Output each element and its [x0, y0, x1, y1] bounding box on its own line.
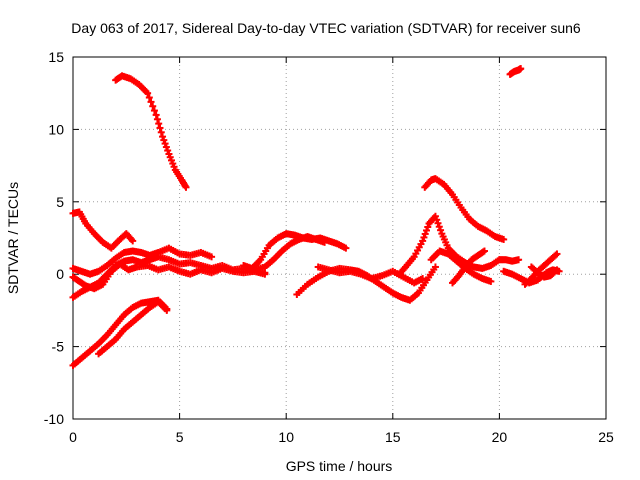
data-point — [129, 237, 137, 245]
series-track-3 — [69, 208, 137, 252]
data-point — [419, 275, 427, 283]
data-points — [69, 65, 563, 369]
series-track-10 — [250, 233, 329, 274]
data-point — [434, 219, 442, 227]
data-point — [144, 89, 152, 97]
data-point — [157, 128, 165, 136]
data-point — [145, 94, 153, 102]
data-point — [163, 306, 171, 314]
data-point — [162, 143, 170, 151]
data-point — [321, 238, 329, 246]
data-point — [553, 266, 561, 274]
series-track-16 — [448, 247, 488, 287]
data-point — [424, 223, 432, 231]
series-track-8 — [95, 298, 171, 358]
y-tick-label: 15 — [48, 49, 64, 65]
data-point — [431, 212, 439, 220]
data-point — [182, 183, 190, 191]
data-point — [147, 98, 155, 106]
plot-frame — [72, 56, 607, 420]
data-point — [153, 115, 161, 123]
data-point — [421, 230, 429, 238]
data-point — [422, 226, 430, 234]
data-point — [431, 263, 439, 271]
chart-title: Day 063 of 2017, Sidereal Day-to-day VTE… — [71, 20, 581, 36]
data-point — [552, 251, 560, 259]
data-point — [152, 111, 160, 119]
data-point — [553, 250, 561, 258]
series-track-4 — [69, 244, 216, 278]
series-track-9 — [240, 230, 350, 272]
x-tick-label: 15 — [385, 429, 401, 445]
series-track-6 — [69, 260, 269, 293]
data-point — [435, 223, 443, 231]
data-point — [419, 237, 427, 245]
data-point — [208, 253, 216, 261]
data-point — [437, 226, 445, 234]
data-point — [149, 102, 157, 110]
series-track-14 — [421, 175, 508, 243]
x-tick-label: 25 — [598, 429, 614, 445]
data-point — [161, 140, 169, 148]
axis-ticks: 0 5 10 15 20 25 -10 -5 0 5 10 15 — [44, 49, 614, 445]
data-point — [159, 133, 167, 141]
y-tick-label: 10 — [48, 121, 64, 137]
y-tick-label: -5 — [52, 339, 65, 355]
y-axis-label: SDTVAR / TECUs — [5, 182, 21, 294]
series-track-20 — [527, 263, 561, 281]
x-tick-label: 10 — [278, 429, 294, 445]
data-point — [150, 107, 158, 115]
y-tick-label: 5 — [56, 194, 64, 210]
x-tick-label: 0 — [69, 429, 77, 445]
series-track-2 — [506, 65, 525, 78]
data-point — [433, 216, 441, 224]
data-point — [552, 267, 560, 275]
data-point — [487, 277, 495, 285]
x-tick-label: 20 — [492, 429, 508, 445]
data-point — [155, 120, 163, 128]
data-point — [420, 233, 428, 241]
data-point — [480, 247, 488, 255]
series-track-17 — [495, 256, 523, 265]
y-tick-label: -10 — [44, 411, 64, 427]
data-point — [164, 147, 172, 155]
series-track-1 — [112, 72, 190, 191]
data-point — [515, 256, 523, 264]
data-point — [500, 235, 508, 243]
series-track-12 — [314, 263, 427, 287]
data-point — [517, 65, 525, 73]
data-point — [160, 136, 168, 144]
x-axis-label: GPS time / hours — [286, 458, 393, 474]
data-point — [156, 124, 164, 132]
x-tick-label: 5 — [176, 429, 184, 445]
series-track-5 — [69, 253, 269, 301]
series-track-13 — [395, 212, 503, 278]
data-point — [342, 244, 350, 252]
y-tick-label: 0 — [56, 266, 64, 282]
